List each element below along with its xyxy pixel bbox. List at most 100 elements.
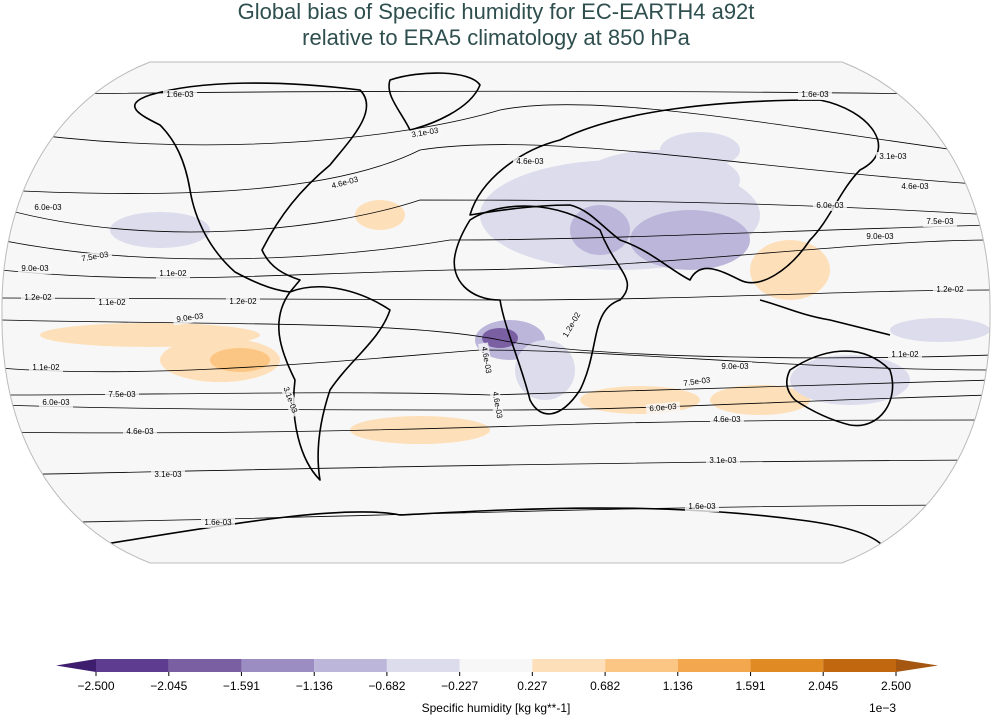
contour-label: 1.2e-02 (24, 293, 52, 302)
contour-label-bg (123, 427, 157, 437)
contour-label: 3.1e-03 (154, 470, 182, 479)
contour-label: 9.0e-03 (176, 311, 205, 324)
colorbar-tick-label: −1.136 (296, 679, 333, 693)
contour-label: 4.6e-03 (126, 427, 154, 436)
contour-label: 1.1e-02 (32, 363, 60, 372)
contour-label-bg (888, 350, 922, 360)
colorbar-tick-label: 2.500 (881, 679, 911, 693)
contour-label-bg (201, 518, 235, 528)
contour-label-bg (863, 232, 897, 242)
colorbar: −2.500 −2.045 −1.591 −1.136 −0.682 −0.227 0.22… (56, 659, 938, 715)
contour-label-bg (407, 125, 443, 141)
contour-label: 1.6e-03 (166, 90, 194, 99)
contour-label-bg (172, 310, 208, 326)
contour-label-bg (163, 90, 197, 100)
contour-label-bg (813, 201, 847, 211)
contour-label-bg (21, 293, 55, 303)
coastlines (91, 72, 894, 563)
colorbar-segment (168, 659, 242, 672)
contour-label-bg (513, 157, 547, 167)
map-background (1, 62, 991, 563)
colorbar-segment (750, 659, 824, 672)
contour-label: 7.5e-03 (683, 375, 712, 388)
colorbar-offset: 1e−3 (869, 701, 896, 715)
contour-label: 1.1e-02 (891, 350, 919, 359)
colorbar-tick-label: −2.500 (77, 679, 114, 693)
contour-label-bg (279, 382, 301, 418)
title-line: relative to ERA5 climatology at 850 hPa (302, 25, 690, 50)
contour-label: 1.6e-03 (688, 502, 716, 511)
contour-label-bg (18, 264, 52, 274)
bias-field (40, 132, 990, 444)
contour-label-bg (710, 415, 744, 425)
contour-label-bg (29, 363, 63, 373)
contour-label-bg (327, 173, 363, 193)
contour-label-bg (105, 390, 139, 400)
contour-label-bg (923, 217, 957, 227)
colorbar-segment (823, 659, 896, 672)
colorbar-tick-label: −1.591 (223, 679, 260, 693)
title-line: Global bias of Specific humidity for EC-… (238, 0, 755, 24)
contour-label-bg (151, 470, 185, 480)
contour-label: 1.2e-02 (936, 285, 964, 294)
contour-label-bg (645, 401, 681, 415)
contour-label: 1.1e-02 (98, 298, 126, 307)
colorbar-segment (532, 659, 606, 672)
contour-label-bg (31, 203, 65, 213)
contour-label-bg (77, 249, 113, 265)
contour-label: 4.6e-03 (516, 157, 544, 166)
contour-label-bg (798, 90, 832, 100)
contour-label-bg (559, 307, 585, 343)
colorbar-segment (386, 659, 460, 672)
contour-label: 1.1e-02 (159, 269, 187, 278)
contour-label-bg (718, 362, 752, 372)
colorbar-label: Specific humidity [kg kg**-1] (422, 701, 571, 715)
contour-label-bg (898, 182, 932, 192)
colorbar-segment (241, 659, 315, 672)
contour-label: 4.6e-03 (713, 415, 741, 424)
contour-label: 1.6e-03 (801, 90, 829, 99)
colorbar-tick-label: 0.682 (590, 679, 620, 693)
contour-label-bg (226, 297, 260, 307)
colorbar-tick-label: −0.682 (368, 679, 405, 693)
contour-label: 6.0e-03 (649, 402, 677, 413)
contour-label: 9.0e-03 (21, 264, 49, 273)
contour-label: 4.6e-03 (901, 182, 929, 191)
contour-label: 7.5e-03 (926, 217, 954, 226)
colorbar-extend-high (896, 659, 938, 672)
colorbar-tick-label: −2.045 (150, 679, 187, 693)
contour-label: 6.0e-03 (34, 203, 62, 212)
colorbar-segment (96, 659, 169, 672)
contour-label-bg (679, 374, 715, 390)
contour-label: 9.0e-03 (866, 232, 894, 241)
contour-label: 3.1e-03 (709, 456, 737, 465)
colorbar-segment (605, 659, 678, 672)
colorbar-extend-low (56, 659, 96, 672)
contour-label-bg (706, 456, 740, 466)
contour-label: 6.0e-03 (42, 398, 70, 407)
map: 1.6e-03 1.6e-03 3.1e-03 3.1e-03 4.6e-03 4.6e-… (1, 61, 991, 564)
map-border (1, 61, 991, 564)
contour-label-bg (156, 269, 190, 279)
contour-label: 3.1e-03 (879, 152, 907, 161)
contour-label-bg (876, 152, 910, 162)
contour-label: 1.2e-02 (229, 297, 257, 306)
contour-label-bg (685, 502, 719, 512)
colorbar-tick-label: 2.045 (808, 679, 838, 693)
colorbar-segment (677, 659, 751, 672)
contour-label: 9.0e-03 (721, 362, 749, 371)
colorbar-tick-label: −0.227 (441, 679, 478, 693)
contour-label: 1.6e-03 (204, 518, 232, 527)
colorbar-tick-label: 1.136 (663, 679, 693, 693)
contour-label-bg (933, 285, 967, 295)
contour-label: 6.0e-03 (816, 201, 844, 210)
colorbar-segment (459, 659, 533, 672)
contour-label-bg (478, 342, 494, 378)
colorbar-segment (314, 659, 387, 672)
colorbar-tick-label: 0.227 (517, 679, 547, 693)
contour-label-bg (95, 298, 129, 308)
contour-label-bg (39, 398, 73, 408)
contour-label: 7.5e-03 (108, 390, 136, 399)
contour-label-bg (489, 387, 505, 423)
